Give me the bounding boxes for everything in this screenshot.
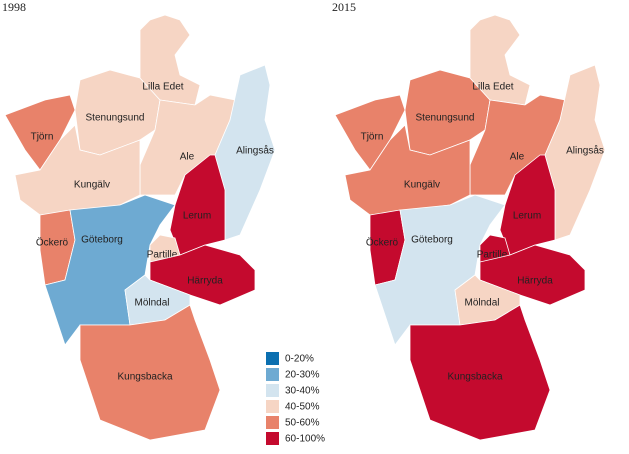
region-label: Ale (180, 152, 195, 163)
legend-label: 20-30% (285, 370, 320, 381)
region-label: Göteborg (81, 235, 123, 246)
region-label: Ale (510, 152, 525, 163)
region-label: Partille (477, 250, 508, 261)
region-label: Alingsås (236, 145, 274, 157)
region-label: Tjörn (31, 132, 54, 143)
legend-swatch (266, 400, 279, 413)
legend-swatch (266, 416, 279, 429)
region (334, 94, 406, 171)
region (4, 94, 76, 171)
legend-swatch (266, 352, 279, 365)
region-label: Lerum (513, 211, 541, 222)
region-label: Alingsås (566, 145, 604, 157)
region (544, 64, 606, 241)
region (139, 14, 201, 106)
region-label: Tjörn (361, 132, 384, 143)
legend-swatch (266, 384, 279, 397)
region-label: Mölndal (134, 298, 169, 309)
region (404, 69, 491, 156)
map-title: 1998 (2, 0, 26, 14)
region-label: Härryda (187, 276, 223, 287)
region-label: Kungälv (404, 180, 440, 191)
legend-label: 40-50% (285, 402, 320, 413)
region-label: Stenungsund (86, 113, 145, 124)
region-label: Lilla Edet (472, 82, 513, 93)
region-label: Lerum (183, 211, 211, 222)
legend-label: 60-100% (285, 434, 325, 445)
legend-label: 50-60% (285, 418, 320, 429)
region (214, 64, 276, 241)
region-label: Kungsbacka (447, 372, 502, 383)
legend-label: 0-20% (285, 354, 314, 365)
region (469, 14, 531, 106)
region-label: Kungälv (74, 180, 110, 191)
region-label: Mölndal (464, 298, 499, 309)
region-label: Kungsbacka (117, 372, 172, 383)
region-label: Öckerö (366, 237, 399, 249)
legend-swatch (266, 432, 279, 445)
region (409, 304, 551, 441)
region (74, 69, 161, 156)
map-title: 2015 (332, 0, 356, 14)
region-label: Öckerö (36, 237, 69, 249)
legend-swatch (266, 368, 279, 381)
region-label: Härryda (517, 276, 553, 287)
region-label: Partille (147, 250, 178, 261)
region-label: Lilla Edet (142, 82, 183, 93)
region-label: Göteborg (411, 235, 453, 246)
region-label: Stenungsund (416, 113, 475, 124)
region (79, 304, 221, 441)
legend-label: 30-40% (285, 386, 320, 397)
